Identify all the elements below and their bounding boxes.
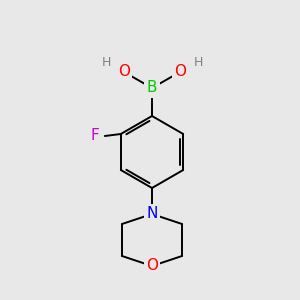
Text: H: H xyxy=(193,56,203,68)
Text: O: O xyxy=(174,64,186,80)
Text: O: O xyxy=(118,64,130,80)
Text: N: N xyxy=(146,206,158,221)
Text: B: B xyxy=(147,80,157,95)
Text: F: F xyxy=(90,128,99,143)
Text: H: H xyxy=(101,56,111,68)
Text: O: O xyxy=(146,259,158,274)
